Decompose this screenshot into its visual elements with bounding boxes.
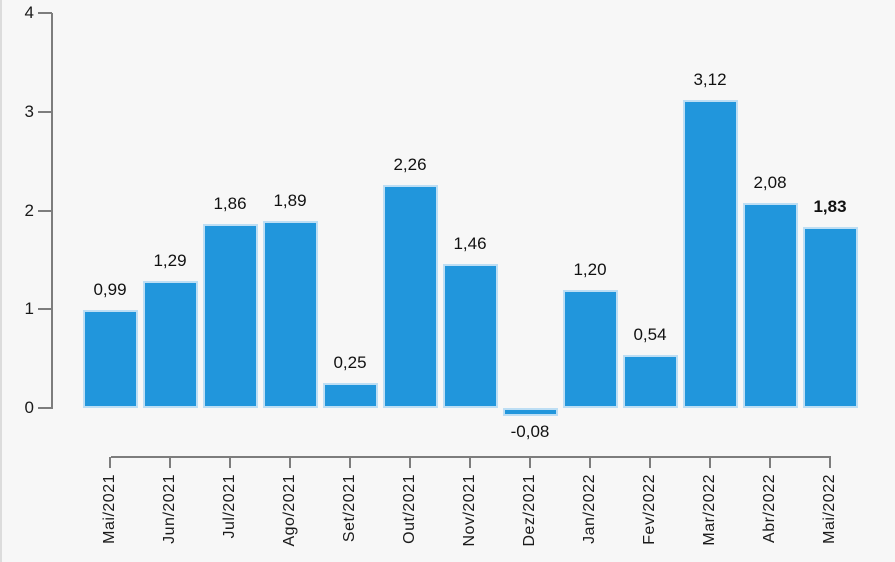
bar-value-label: 0,99	[93, 280, 127, 300]
x-tick	[349, 457, 351, 468]
bar-out-2021	[382, 184, 438, 408]
x-axis-label: Mai/2021	[101, 474, 118, 544]
x-axis-label: Fev/2022	[641, 474, 658, 545]
bar-mai-2022	[802, 227, 858, 408]
x-axis-label: Mai/2022	[821, 474, 838, 544]
bar-fev-2022	[622, 354, 678, 408]
x-tick	[409, 457, 411, 468]
bar-value-label: 1,46	[453, 233, 487, 253]
x-tick	[589, 457, 591, 468]
y-tick-label: 4	[24, 3, 34, 22]
x-axis-label: Jun/2021	[161, 474, 178, 544]
x-axis-label: Set/2021	[341, 474, 358, 543]
bar-ago-2021	[262, 221, 318, 408]
x-axis-label: Abr/2022	[761, 474, 778, 543]
bar-mar-2022	[682, 99, 738, 408]
y-axis-line	[51, 13, 53, 409]
y-tick-label: 0	[24, 398, 34, 417]
x-axis-label: Mar/2022	[701, 474, 718, 546]
x-tick	[289, 457, 291, 468]
x-tick	[169, 457, 171, 468]
x-tick	[709, 457, 711, 468]
x-axis-label: Nov/2021	[461, 474, 478, 547]
x-tick	[109, 457, 111, 468]
x-tick	[229, 457, 231, 468]
bar-set-2021	[322, 383, 378, 408]
bar-value-label: 0,54	[633, 324, 667, 344]
bar-value-label: 1,86	[213, 194, 247, 214]
y-tick	[38, 209, 52, 212]
bar-value-label: 1,29	[153, 250, 187, 270]
x-tick	[829, 457, 831, 468]
window-edge	[0, 0, 2, 562]
y-tick	[38, 308, 52, 311]
bar-mai-2021	[82, 310, 138, 408]
bar-value-label: 1,89	[273, 191, 307, 211]
bar-value-label: -0,08	[510, 421, 550, 441]
bar-jul-2021	[202, 224, 258, 408]
x-tick	[769, 457, 771, 468]
bar-jan-2022	[562, 289, 618, 408]
bar-dez-2021	[502, 408, 558, 416]
x-axis-label: Dez/2021	[521, 474, 538, 547]
bar-nov-2021	[442, 263, 498, 408]
x-axis-label: Jan/2022	[581, 474, 598, 544]
x-axis-label: Ago/2021	[281, 474, 298, 547]
bar-jun-2021	[142, 280, 198, 408]
y-tick-label: 2	[24, 200, 34, 220]
x-axis-label: Out/2021	[401, 474, 418, 544]
x-tick	[649, 457, 651, 468]
y-tick	[38, 110, 52, 113]
y-tick-label: 3	[24, 101, 34, 121]
x-tick	[529, 457, 531, 468]
bar-value-label: 2,08	[753, 172, 787, 192]
x-tick	[469, 457, 471, 468]
bar-value-label: 1,20	[573, 259, 607, 279]
x-axis-line	[111, 456, 831, 458]
bar-value-label: 1,83	[813, 197, 847, 217]
bar-abr-2022	[742, 202, 798, 408]
y-tick	[38, 12, 52, 14]
y-tick	[38, 407, 52, 409]
bar-value-label: 3,12	[693, 69, 727, 89]
bar-value-label: 0,25	[333, 353, 367, 373]
bar-value-label: 2,26	[393, 154, 427, 174]
x-axis-label: Jul/2021	[221, 474, 238, 539]
y-tick-label: 1	[24, 299, 34, 319]
